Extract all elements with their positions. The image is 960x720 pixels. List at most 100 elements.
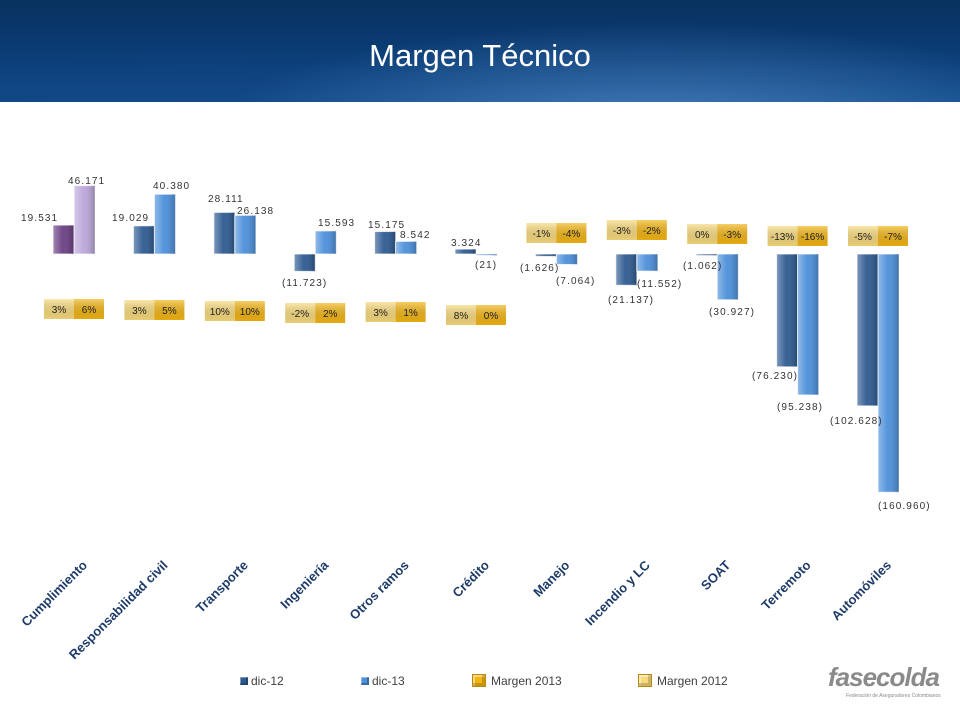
bar-shine-dic-13-manejo [556,254,578,265]
bar-shine-dic-13-responsabilidad-civil [154,194,176,254]
bar-shine-dic-13-otros-ramos [395,241,417,254]
legend-icon-margen-2013 [472,674,486,687]
bar-shine-dic-12-credito [455,249,476,254]
margin-label-margen-2012-ingenieria: -2% [291,309,309,320]
bar-shine-dic-13-incendio-y-lc [636,254,658,272]
legend-label-dic-12: dic-12 [251,674,284,688]
margin-boxes-layer: 3% 6% 3% 5% 10% 10% -2% 2% 3% 1% 8% 0% -1% -4% -3% -2% 0… [44,220,908,325]
margin-label-margen-2012-automoviles: -5% [854,232,872,243]
margin-label-margen-2013-ingenieria: 2% [323,309,338,320]
value-label-dic-12-ingenieria: (11.723) [282,278,327,289]
category-label-automoviles: Automóviles [828,558,894,624]
margin-box-shine-margen-2012-terremoto [767,226,798,246]
margin-box-shine-margen-2013-soat [717,224,748,244]
bars-layer [52,185,900,493]
value-label-dic-13-otros-ramos: 8.542 [400,230,431,241]
margin-label-margen-2012-soat: 0% [695,230,710,241]
bar-shine-dic-12-otros-ramos [374,231,396,254]
margin-label-margen-2012-transporte: 10% [210,307,230,318]
category-label-cumplimiento: Cumplimiento [18,557,90,629]
value-label-dic-13-ingenieria: 15.593 [318,218,355,229]
value-label-dic-12-automoviles: (102.628) [830,416,883,427]
margin-box-shine-margen-2012-credito [446,305,476,325]
margin-label-margen-2012-manejo: -1% [533,229,551,240]
bar-shine-dic-12-manejo [535,254,557,257]
bar-shine-dic-12-responsabilidad-civil [133,225,155,254]
category-label-credito: Crédito [449,557,492,600]
margin-label-margen-2012-otros-ramos: 3% [373,308,388,319]
category-label-ingenieria: Ingeniería [277,557,332,612]
bar-shine-dic-13-transporte [234,215,256,254]
value-label-dic-12-responsabilidad-civil: 19.029 [112,213,149,224]
legend-label-margen-2012: Margen 2012 [657,674,728,688]
bar-shine-dic-12-ingenieria [294,254,316,272]
value-label-dic-12-terremoto: (76.230) [752,371,798,382]
bar-shine-dic-13-credito [476,254,497,256]
category-label-soat: SOAT [698,557,734,593]
bar-shine-dic-13-terremoto [797,254,819,395]
category-label-transporte: Transporte [193,558,251,616]
value-label-dic-12-otros-ramos: 15.175 [368,220,405,231]
bar-shine-dic-12-cumplimiento [53,225,74,254]
margin-box-shine-margen-2013-automoviles [878,226,908,246]
value-label-dic-12-soat: (1.062) [683,261,722,272]
value-label-dic-12-incendio-y-lc: (21.137) [608,295,654,306]
margin-label-margen-2012-responsabilidad-civil: 3% [132,306,147,317]
margin-box-shine-margen-2013-credito [476,305,506,325]
bar-shine-dic-13-automoviles [878,254,899,493]
bar-shine-dic-12-soat [696,254,718,256]
value-label-dic-13-transporte: 26.138 [237,206,274,217]
value-label-dic-12-cumplimiento: 19.531 [21,213,58,224]
bar-shine-dic-12-terremoto [776,254,798,367]
margin-label-margen-2013-otros-ramos: 1% [403,308,418,319]
value-label-dic-13-credito: (21) [475,260,497,271]
margin-label-margen-2013-terremoto: -16% [801,232,824,243]
category-label-terremoto: Terremoto [758,557,813,612]
margin-label-margen-2013-credito: 0% [484,311,499,322]
slide-title: Margen Técnico [369,38,591,73]
margin-box-shine-margen-2012-incendio-y-lc [606,220,637,240]
legend-icon-margen-2012 [638,674,652,687]
margin-label-margen-2012-credito: 8% [454,311,469,322]
logo-wordmark: fasecolda [828,662,940,692]
category-label-manejo: Manejo [530,557,572,599]
bar-shine-dic-13-ingenieria [315,230,337,254]
value-label-dic-12-credito: 3.324 [451,238,482,249]
value-label-dic-13-soat: (30.927) [709,307,755,318]
margin-box-shine-margen-2012-manejo [526,223,557,243]
margin-label-margen-2013-transporte: 10% [240,307,260,318]
margin-box-shine-margen-2012-transporte [204,301,235,321]
legend-swatch-dic-12 [240,677,248,685]
margin-label-margen-2013-incendio-y-lc: -2% [643,226,661,237]
value-label-dic-13-incendio-y-lc: (11.552) [637,279,682,290]
margin-box-shine-margen-2013-terremoto [797,226,828,246]
logo-tagline: Federación de Aseguradores Colombianos [846,693,941,699]
value-label-dic-13-responsabilidad-civil: 40.380 [153,181,190,192]
margin-box-shine-margen-2013-transporte [234,301,265,321]
margin-box-shine-margen-2012-otros-ramos [365,302,396,322]
margin-box-shine-margen-2012-ingenieria [285,303,316,323]
legend-label-margen-2013: Margen 2013 [491,674,562,688]
value-label-dic-13-manejo: (7.064) [556,276,595,287]
margin-label-margen-2013-cumplimiento: 6% [82,305,97,316]
header-band: Margen Técnico [0,0,960,102]
margin-label-margen-2013-soat: -3% [723,230,741,241]
legend-label-dic-13: dic-13 [372,674,405,688]
margin-label-margen-2013-responsabilidad-civil: 5% [162,306,177,317]
bar-shine-dic-12-incendio-y-lc [615,254,637,286]
margin-label-margen-2013-automoviles: -7% [884,232,902,243]
legend-swatch-dic-13 [361,677,369,685]
margin-box-shine-margen-2013-manejo [556,223,587,243]
margin-label-margen-2013-manejo: -4% [563,229,581,240]
value-label-dic-13-automoviles: (160.960) [878,501,931,512]
value-label-dic-12-transporte: 28.111 [208,194,244,205]
margin-box-shine-margen-2013-responsabilidad-civil [154,300,185,320]
bar-shine-dic-12-automoviles [857,254,878,406]
margin-box-shine-margen-2012-automoviles [848,226,878,246]
margin-box-shine-margen-2013-incendio-y-lc [636,220,667,240]
margin-box-shine-margen-2012-cumplimiento [44,299,74,319]
